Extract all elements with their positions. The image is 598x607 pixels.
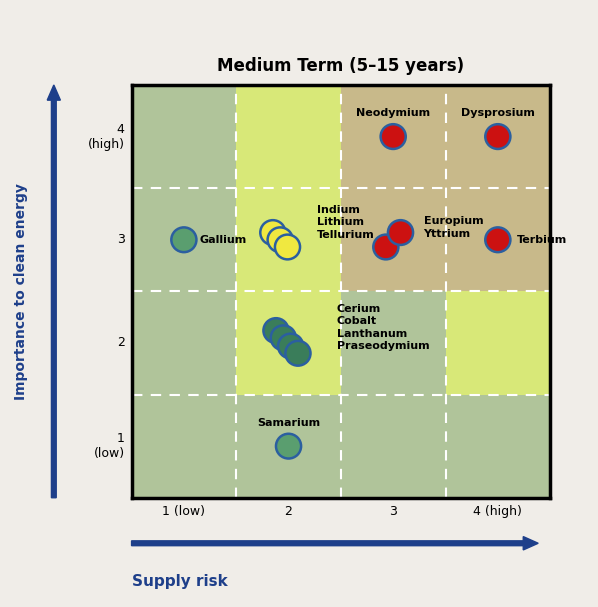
Bar (236, 188, 341, 291)
Text: Samarium: Samarium (257, 418, 320, 427)
Text: Importance to clean energy: Importance to clean energy (14, 183, 28, 400)
Title: Medium Term (5–15 years): Medium Term (5–15 years) (217, 57, 465, 75)
Circle shape (285, 341, 310, 365)
Bar (132, 395, 236, 498)
Bar (132, 188, 236, 291)
Bar (341, 85, 446, 188)
Circle shape (278, 334, 303, 358)
Bar (446, 85, 550, 188)
Text: Supply risk: Supply risk (132, 574, 227, 589)
Circle shape (388, 220, 413, 245)
Text: Dysprosium: Dysprosium (461, 108, 535, 118)
Bar (236, 85, 341, 188)
Bar (236, 395, 341, 498)
Bar (341, 188, 446, 291)
Circle shape (373, 234, 398, 259)
Text: Terbium: Terbium (517, 235, 567, 245)
Bar (236, 291, 341, 395)
Bar (446, 291, 550, 395)
Text: Neodymium: Neodymium (356, 108, 430, 118)
Bar (341, 395, 446, 498)
Circle shape (275, 234, 300, 259)
Bar (446, 188, 550, 291)
Circle shape (268, 228, 293, 252)
Text: Europium
Yttrium: Europium Yttrium (423, 216, 483, 239)
Bar (446, 395, 550, 498)
Bar (132, 85, 236, 188)
Circle shape (260, 220, 285, 245)
Circle shape (486, 228, 511, 252)
Text: Cerium
Cobalt
Lanthanum
Praseodymium: Cerium Cobalt Lanthanum Praseodymium (337, 304, 429, 351)
Circle shape (171, 228, 196, 252)
Circle shape (263, 318, 288, 343)
Bar (132, 291, 236, 395)
Bar (341, 291, 446, 395)
Circle shape (486, 124, 511, 149)
Circle shape (276, 434, 301, 458)
Circle shape (380, 124, 405, 149)
Text: Indium
Lithium
Tellurium: Indium Lithium Tellurium (317, 205, 374, 240)
Circle shape (271, 325, 296, 350)
Text: Gallium: Gallium (200, 235, 247, 245)
